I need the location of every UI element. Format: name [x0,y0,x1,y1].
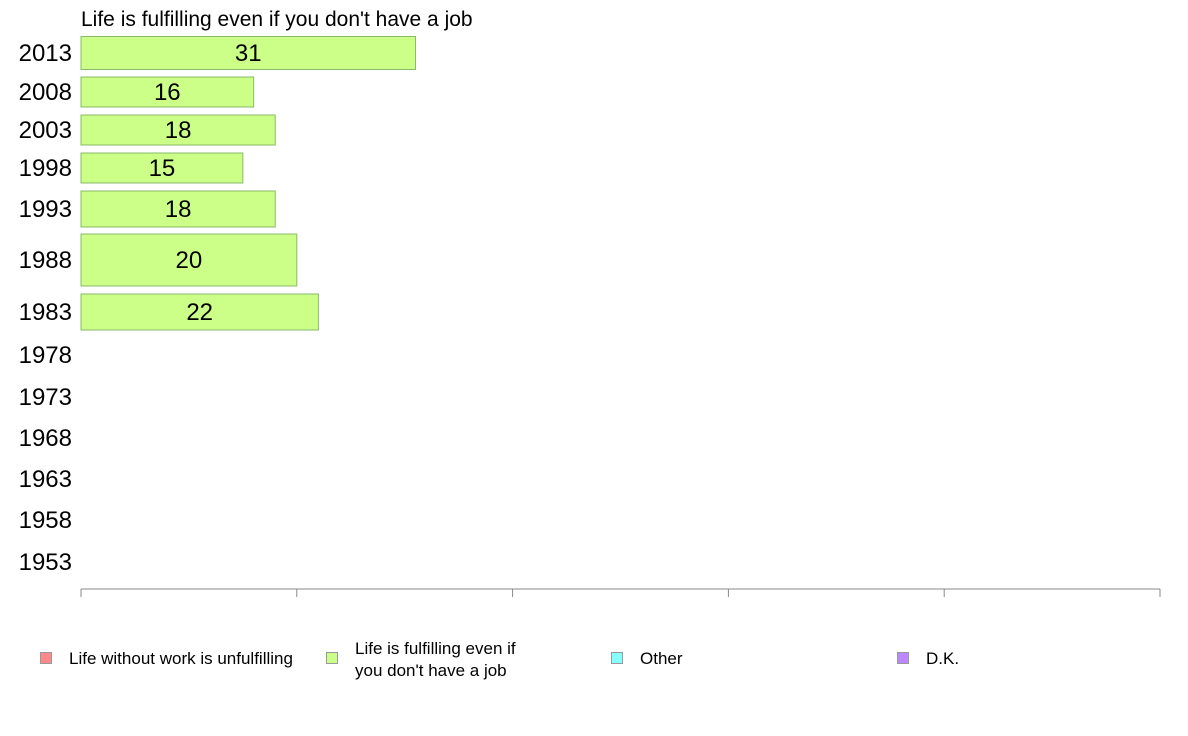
legend-swatch-dk [897,652,909,664]
legend-swatch-fulfilling [326,652,338,664]
legend-label-dk: D.K. [926,649,960,668]
bar-value-label: 20 [176,247,203,274]
bar-value-label: 22 [186,299,213,326]
bar [80,233,298,287]
y-axis-labels: 2013 2008 2003 1998 1993 1988 1983 1978 1973 1968… [19,40,72,576]
y-tick-label: 1968 [19,425,72,452]
legend-item-other: Other [611,638,683,670]
bar-value-label: 16 [154,79,181,106]
y-tick-label: 1953 [19,549,72,576]
y-tick-label: 1988 [19,247,72,274]
legend-item-fulfilling: Life is fulfilling even if you don't hav… [326,638,545,682]
y-tick-label: 1983 [19,299,72,326]
y-tick-label: 1978 [19,342,72,369]
legend-swatch-unfulfilling [40,652,52,664]
legend-item-unfulfilling: Life without work is unfulfilling [40,638,293,670]
y-tick-label: 1993 [19,196,72,223]
bar [80,293,319,331]
bar-value-label: 15 [149,155,176,182]
bar-value-label: 31 [235,40,262,67]
bars-group: 31 16 18 15 18 20 22 [80,36,416,331]
bar [80,36,416,70]
y-tick-label: 2003 [19,117,72,144]
y-tick-label: 1963 [19,466,72,493]
y-tick-label: 1998 [19,155,72,182]
y-tick-label: 2008 [19,79,72,106]
y-tick-label: 1958 [19,507,72,534]
legend-label-fulfilling: Life is fulfilling even if you don't hav… [355,639,516,680]
bar-value-label: 18 [165,117,192,144]
bar [80,190,276,228]
bar [80,114,276,146]
bar [80,76,255,108]
chart: Life is fulfilling even if you don't hav… [19,8,1161,597]
legend-label-other: Other [640,649,683,668]
bar-value-label: 18 [165,196,192,223]
y-tick-label: 1973 [19,384,72,411]
legend: Life without work is unfulfilling Life i… [0,638,1188,688]
legend-item-dk: D.K. [897,638,959,670]
legend-swatch-other [611,652,623,664]
bar [80,152,244,184]
y-tick-label: 2013 [19,40,72,67]
x-axis: 020406080100 [80,588,1161,597]
chart-title: Life is fulfilling even if you don't hav… [81,8,473,31]
legend-label-unfulfilling: Life without work is unfulfilling [69,649,293,668]
